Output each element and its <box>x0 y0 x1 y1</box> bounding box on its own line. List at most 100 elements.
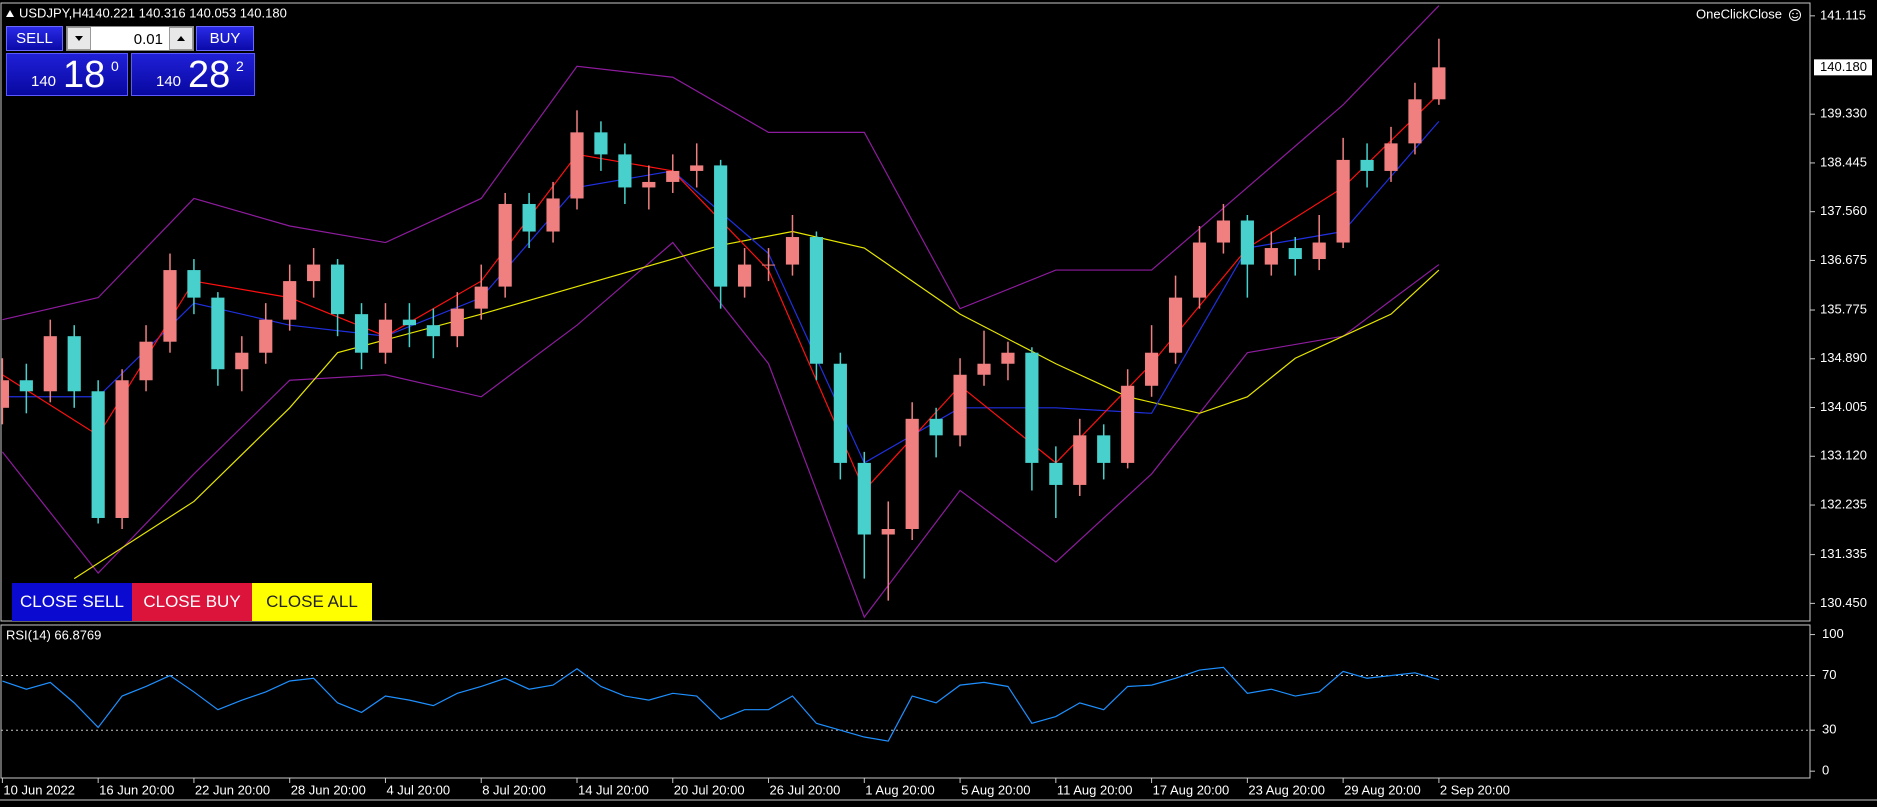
x-tick-label: 2 Sep 20:00 <box>1440 782 1510 797</box>
candle-body <box>378 319 393 353</box>
x-tick-label: 5 Aug 20:00 <box>961 782 1030 797</box>
candle-body <box>283 281 297 320</box>
indicator-line <box>73 230 1440 580</box>
candle-body <box>1025 352 1039 463</box>
symbol: USDJPY,H4 <box>19 5 89 20</box>
sell-button[interactable]: SELL <box>6 26 63 51</box>
x-tick-label: 16 Jun 20:00 <box>99 782 174 797</box>
collapse-icon[interactable] <box>6 10 14 17</box>
candle-body <box>1097 435 1111 463</box>
y-tick-label: 141.115 <box>1820 7 1866 22</box>
candle-body <box>307 264 321 282</box>
buy-button[interactable]: BUY <box>196 26 254 51</box>
candle-body <box>211 297 225 370</box>
x-tick-label: 11 Aug 20:00 <box>1057 782 1133 797</box>
candle-body <box>67 336 81 392</box>
y-tick-label: 133.120 <box>1820 448 1867 463</box>
y-tick-label: 134.890 <box>1820 350 1867 365</box>
close-buy-button[interactable]: CLOSE BUY <box>132 583 252 621</box>
candle-body <box>522 203 536 232</box>
candle-body <box>570 132 584 199</box>
ask-panel[interactable]: 140 28 2 <box>131 53 255 96</box>
x-tick-label: 10 Jun 2022 <box>3 782 75 797</box>
candle-body <box>19 380 33 392</box>
candle-body <box>1001 352 1015 364</box>
candle-body <box>1168 297 1183 353</box>
candle-body <box>450 308 464 337</box>
close-all-button[interactable]: CLOSE ALL <box>252 583 372 621</box>
price-plot <box>1 5 1446 619</box>
y-tick-label: 138.445 <box>1820 154 1867 169</box>
candle-body <box>881 529 895 535</box>
candle-body <box>714 165 728 287</box>
candle-body <box>642 181 656 188</box>
candle-body <box>1216 220 1231 243</box>
candle-body <box>809 237 823 364</box>
x-tick-label: 8 Jul 20:00 <box>482 782 546 797</box>
x-tick-label: 28 Jun 20:00 <box>291 782 366 797</box>
y-tick-label: 30 <box>1822 722 1836 737</box>
candle-body <box>953 374 967 436</box>
candle-body <box>785 237 800 265</box>
candle-body <box>1408 99 1422 144</box>
candle-body <box>1312 242 1326 260</box>
bid-main: 18 <box>63 54 106 96</box>
x-tick-label: 22 Jun 20:00 <box>195 782 270 797</box>
x-tick-label: 26 Jul 20:00 <box>770 782 841 797</box>
ask-small: 2 <box>236 58 244 74</box>
rsi-line <box>2 666 1440 742</box>
smiley-icon[interactable] <box>1789 9 1801 21</box>
candle-body <box>498 203 512 287</box>
candle-body <box>1073 435 1087 485</box>
candle-body <box>187 270 201 298</box>
x-tick-label: 20 Jul 20:00 <box>674 782 745 797</box>
candle-body <box>43 336 57 392</box>
candle-body <box>163 270 177 342</box>
candle-body <box>761 264 776 266</box>
y-tick-label: 70 <box>1822 667 1836 682</box>
candle-body <box>1384 143 1398 171</box>
candle-body <box>1145 352 1159 386</box>
candle-body <box>1121 385 1135 463</box>
candle-body <box>235 352 249 370</box>
y-tick-label: 134.005 <box>1820 399 1867 414</box>
candle-body <box>690 165 704 171</box>
y-tick-label: 0 <box>1822 763 1829 778</box>
rsi-panel-frame <box>0 624 1811 779</box>
candle-body <box>474 286 488 309</box>
y-tick-label: 132.235 <box>1820 496 1867 511</box>
candle-body <box>1288 248 1302 260</box>
candle-body <box>618 154 632 188</box>
lot-increase[interactable] <box>169 27 193 50</box>
candle-body <box>594 132 608 155</box>
bid-panel[interactable]: 140 18 0 <box>6 53 128 96</box>
current-price-label: 140.180 <box>1820 59 1867 74</box>
candle-body <box>929 418 943 436</box>
candle-body <box>857 462 871 535</box>
candle-body <box>738 264 752 287</box>
candle-body <box>139 341 153 381</box>
lot-decrease[interactable] <box>67 27 91 50</box>
lot-value[interactable]: 0.01 <box>133 31 163 48</box>
quote: 140.221 140.316 140.053 140.180 <box>88 5 287 20</box>
y-tick-label: 131.335 <box>1820 546 1867 561</box>
y-tick-label: 136.675 <box>1820 252 1867 267</box>
candle-body <box>1240 220 1254 265</box>
y-tick-label: 100 <box>1822 626 1844 641</box>
candle-body <box>1432 67 1446 100</box>
candle-body <box>1336 159 1350 243</box>
candle-body <box>426 325 440 337</box>
y-tick-label: 130.450 <box>1820 595 1867 610</box>
y-tick-label: 139.330 <box>1820 106 1867 121</box>
x-tick-label: 23 Aug 20:00 <box>1248 782 1325 797</box>
x-tick-label: 1 Aug 20:00 <box>865 782 934 797</box>
one-click-close-label: OneClickClose <box>1696 6 1782 21</box>
candle-body <box>833 363 847 463</box>
ask-main: 28 <box>188 54 231 96</box>
candle-body <box>977 363 991 375</box>
close-sell-button[interactable]: CLOSE SELL <box>12 583 132 621</box>
x-tick-label: 4 Jul 20:00 <box>386 782 450 797</box>
candle-body <box>402 319 416 326</box>
